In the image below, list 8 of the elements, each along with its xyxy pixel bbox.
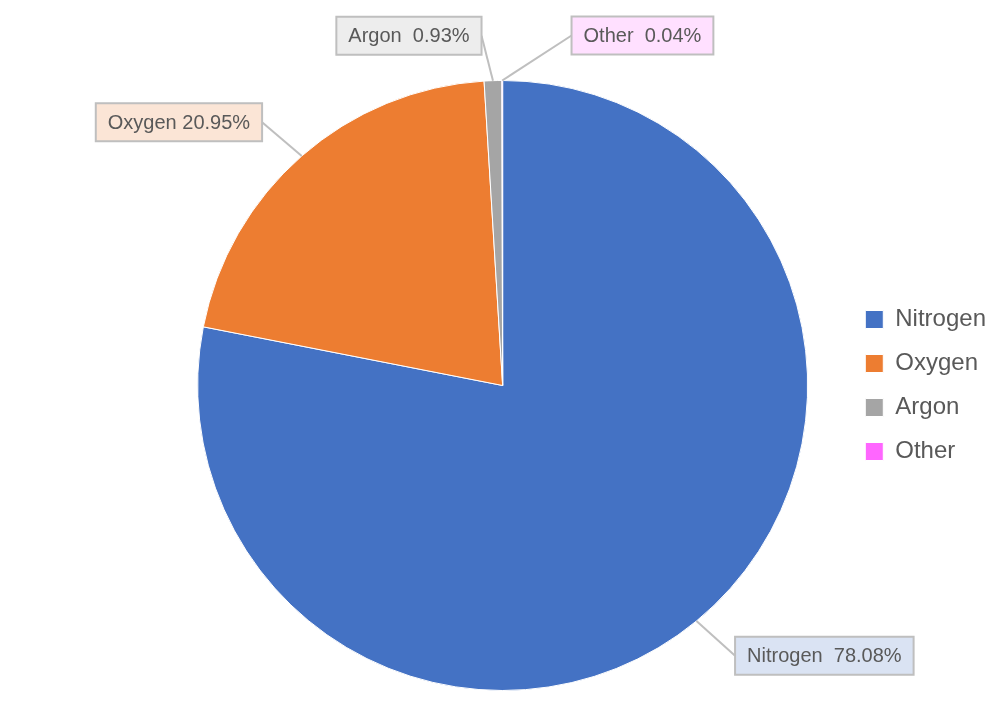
data-label: Nitrogen 78.08% [747,644,902,667]
legend-label: Oxygen [895,348,978,376]
legend-label: Nitrogen [895,304,986,332]
data-label: Argon 0.93% [348,24,470,47]
legend-label: Argon [895,392,960,420]
legend-label: Other [895,436,956,464]
data-label: Oxygen 20.95% [107,110,251,133]
data-label: Other 0.04% [583,24,702,47]
